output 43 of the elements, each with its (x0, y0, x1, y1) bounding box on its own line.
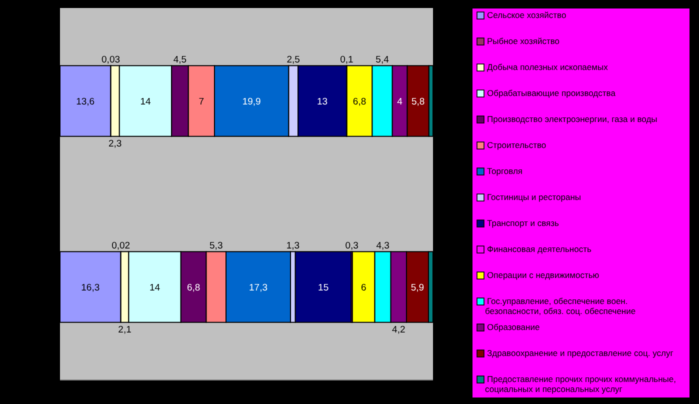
data-label: 5,4 (376, 54, 389, 66)
data-label: 4,2 (392, 324, 406, 336)
legend-label: Обрабатывающие производства (487, 88, 616, 98)
legend-label: Финансовая деятельность (487, 244, 592, 254)
data-label: 14 (140, 96, 151, 108)
legend-label: Торговля (487, 166, 523, 176)
data-label: 13,6 (76, 96, 95, 108)
legend-label: Транспорт и связь (487, 218, 560, 228)
data-label: 6,8 (186, 282, 200, 294)
legend-label: Сельское хозяйство (487, 10, 566, 20)
legend-label: Здравоохранение и предоставление соц. услуг (487, 348, 674, 358)
data-label: 0,3 (345, 240, 358, 252)
data-label: 0,02 (112, 240, 130, 252)
data-label: 5,8 (411, 96, 425, 108)
data-label: 1,3 (286, 240, 300, 252)
legend-label: Гос.управление, обеспечение воен. безопасности, обяз. соц. обеспечение (485, 296, 636, 316)
data-label: 5,3 (210, 240, 223, 252)
legend-label: Рыбное хозяйство (487, 36, 560, 46)
data-label: 0,1 (340, 54, 354, 66)
data-label: 7 (198, 96, 204, 108)
data-label: 13 (316, 96, 328, 108)
data-label: 2,3 (108, 138, 122, 150)
legend-label: Производство электроэнергии, газа и воды (487, 114, 658, 124)
legend-label: Предоставление прочих прочих коммунальные, социальных и персональных услуг (485, 374, 676, 394)
data-label: 19,9 (242, 96, 261, 108)
legend-label: Строительство (487, 140, 546, 150)
data-label: 17,3 (249, 282, 268, 294)
data-label: 6 (360, 282, 366, 294)
data-label: 2,1 (118, 324, 132, 336)
legend-label: Образование (487, 322, 540, 332)
data-label: 15 (318, 282, 329, 294)
data-label: 5,9 (410, 282, 424, 294)
legend-label: Операции с недвижимостью (487, 270, 600, 280)
data-label: 6,8 (352, 96, 366, 108)
data-label: 4 (397, 96, 402, 108)
data-label: 4,3 (376, 240, 390, 252)
data-label: 16,3 (81, 282, 100, 294)
data-label: 2,5 (286, 54, 300, 66)
legend-label: Добыча полезных ископаемых (487, 62, 609, 72)
data-label: 14 (150, 282, 160, 294)
legend-label: Гостиницы и рестораны (487, 192, 582, 202)
data-label: 4,5 (173, 54, 187, 66)
data-label: 0,03 (102, 54, 120, 66)
